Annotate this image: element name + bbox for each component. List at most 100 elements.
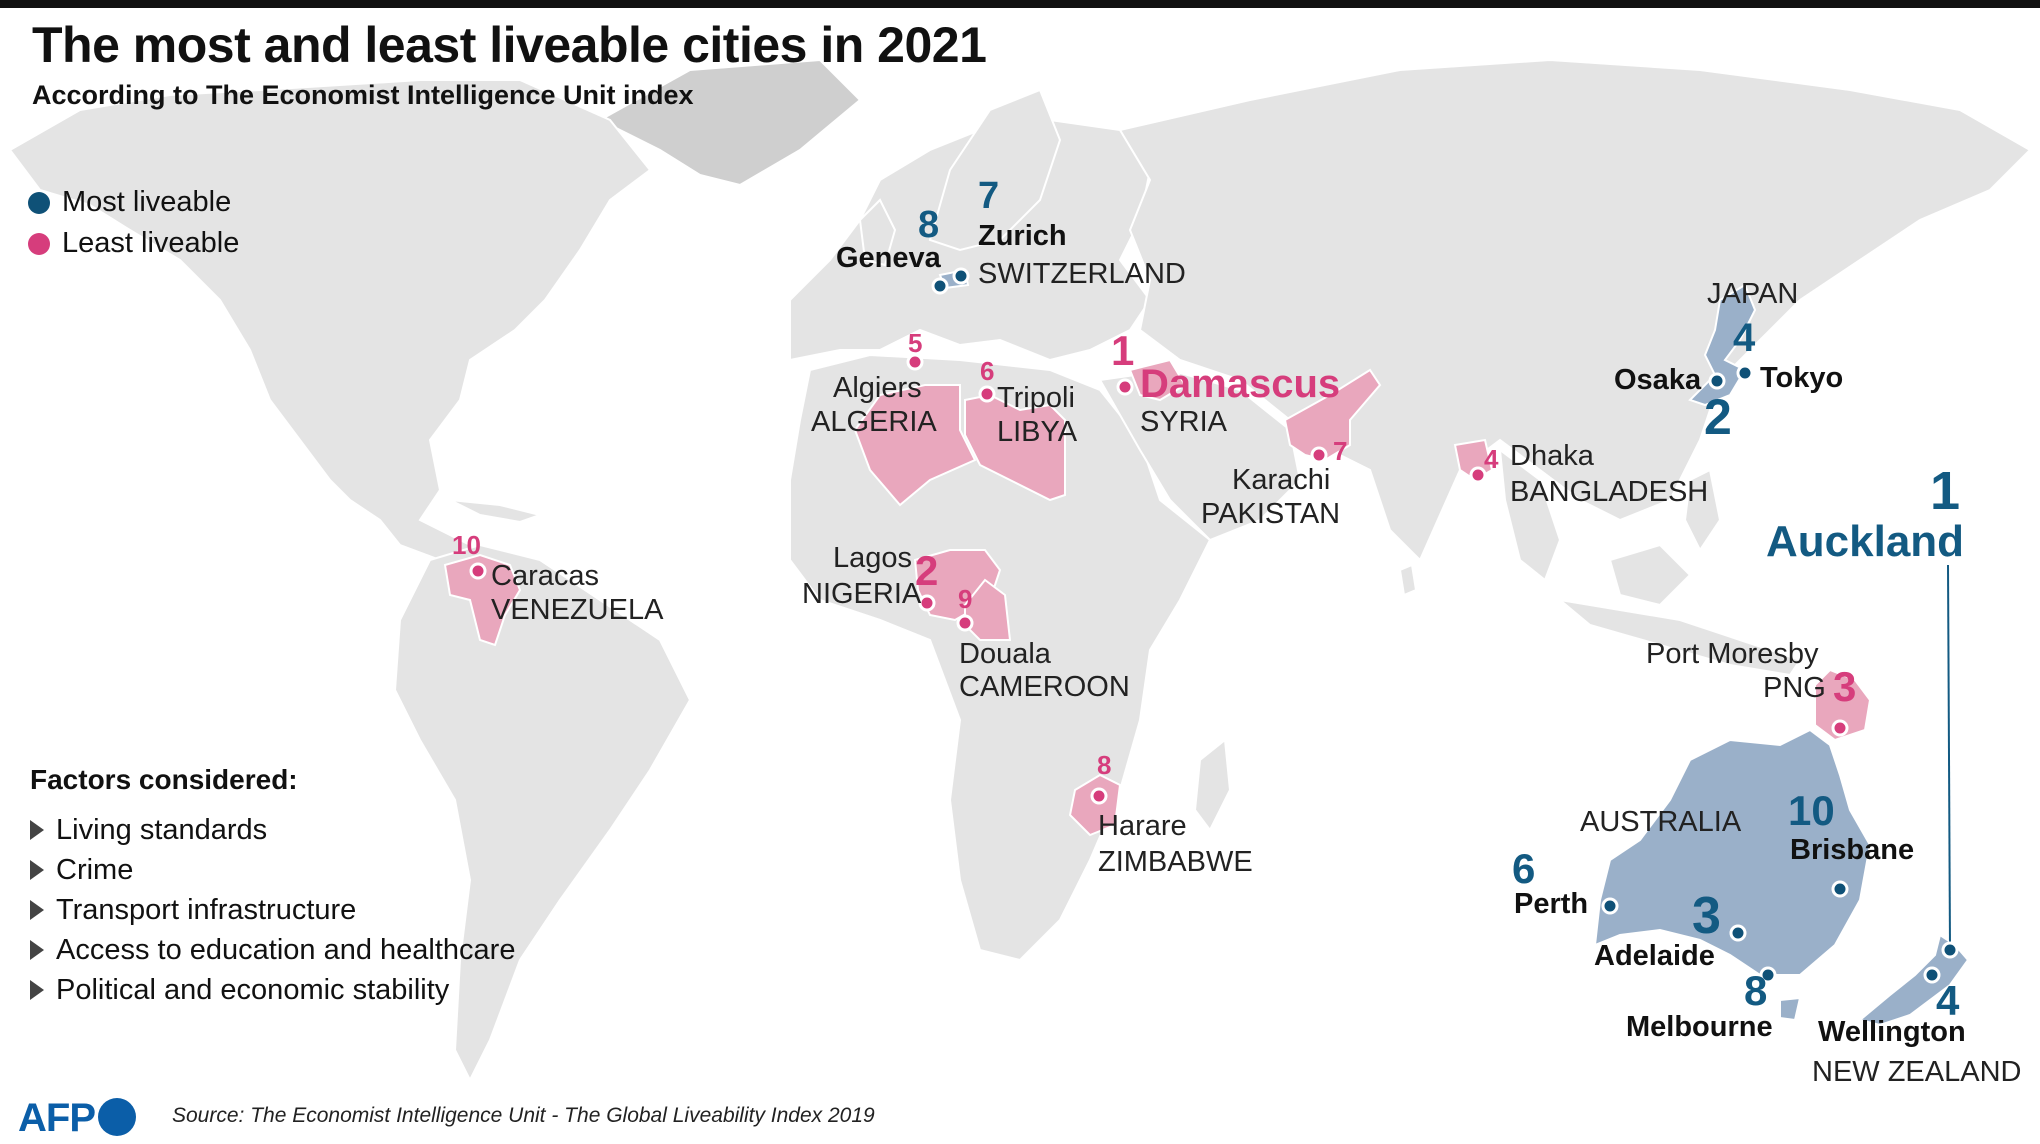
factor-label: Living standards	[56, 813, 268, 846]
rank-tokyo: 4	[1733, 316, 1756, 360]
rank-damascus: 1	[1111, 327, 1135, 374]
dot-algiers	[906, 353, 924, 371]
area-zimbabwe	[1068, 773, 1122, 837]
auckland-leader-line	[1947, 564, 1951, 949]
dot-karachi	[1310, 446, 1328, 464]
city-brisbane: Brisbane	[1790, 834, 1915, 866]
land-caribbean	[449, 499, 544, 524]
dot-caracas	[469, 562, 487, 580]
factor-label: Access to education and healthcare	[56, 933, 516, 966]
land-middle-east	[1098, 368, 1302, 542]
triangle-bullet-icon	[30, 860, 44, 880]
rank-auckland: 1	[1930, 461, 1961, 521]
rank-dhaka: 4	[1484, 444, 1499, 474]
dot-port-moresby	[1831, 719, 1849, 737]
legend-least-swatch	[28, 232, 50, 255]
rank-douala: 9	[958, 584, 973, 614]
country-libya: LIBYA	[997, 416, 1078, 448]
city-geneva: Geneva	[836, 242, 941, 274]
city-port-moresby: Port Moresby	[1646, 638, 1819, 670]
dot-geneva	[931, 277, 949, 295]
dot-melbourne	[1759, 966, 1777, 984]
country-algeria: ALGERIA	[811, 406, 937, 438]
city-tripoli: Tripoli	[997, 382, 1075, 414]
dot-auckland	[1941, 941, 1959, 959]
triangle-bullet-icon	[30, 900, 44, 920]
area-syria	[1128, 358, 1187, 402]
rank-harare: 8	[1097, 750, 1112, 780]
dot-tokyo	[1736, 364, 1754, 382]
rank-wellington: 4	[1936, 977, 1960, 1024]
city-wellington: Wellington	[1818, 1016, 1966, 1048]
city-tokyo: Tokyo	[1760, 362, 1844, 394]
city-harare: Harare	[1098, 810, 1187, 842]
rank-osaka: 2	[1704, 389, 1732, 445]
country-australia: AUSTRALIA	[1580, 806, 1742, 838]
factor-label: Transport infrastructure	[56, 893, 357, 926]
country-zimbabwe: ZIMBABWE	[1098, 846, 1253, 878]
rank-geneva: 8	[918, 204, 940, 246]
factor-item: Transport infrastructure	[30, 890, 515, 930]
country-pakistan: PAKISTAN	[1201, 498, 1341, 530]
land-madagascar	[1193, 738, 1232, 832]
rank-brisbane: 10	[1788, 787, 1835, 834]
land-borneo	[1608, 543, 1692, 607]
city-perth: Perth	[1514, 888, 1589, 920]
dot-damascus	[1116, 378, 1134, 396]
rank-zurich: 7	[978, 175, 1000, 217]
country-bangladesh: BANGLADESH	[1510, 476, 1709, 508]
rank-karachi: 7	[1333, 436, 1348, 466]
area-png	[1814, 668, 1872, 742]
rank-algiers: 5	[908, 328, 923, 358]
country-switzerland: SWITZERLAND	[978, 258, 1186, 290]
country-cameroon: CAMEROON	[959, 671, 1130, 703]
city-adelaide: Adelaide	[1594, 940, 1715, 972]
land-scandinavia	[928, 88, 1062, 252]
land-greenland	[597, 58, 862, 187]
factor-item: Political and economic stability	[30, 970, 515, 1010]
land-north-america	[8, 79, 652, 582]
land-philippines	[1683, 468, 1722, 552]
city-algiers: Algiers	[833, 372, 922, 404]
area-algeria	[853, 384, 977, 507]
country-venezuela: VENEZUELA	[491, 594, 664, 626]
city-caracas: Caracas	[491, 560, 599, 592]
legend-item-least: Least liveable	[28, 223, 239, 264]
rank-melbourne: 8	[1744, 967, 1768, 1014]
land-indonesia	[1556, 598, 1802, 677]
city-dhaka: Dhaka	[1510, 440, 1594, 472]
legend-most-swatch	[28, 191, 50, 214]
dot-wellington	[1923, 966, 1941, 984]
rank-adelaide: 3	[1692, 887, 1721, 945]
rank-caracas: 10	[452, 530, 481, 560]
country-syria: SYRIA	[1140, 406, 1228, 438]
top-rule	[0, 0, 2040, 8]
triangle-bullet-icon	[30, 820, 44, 840]
city-zurich: Zurich	[978, 220, 1067, 252]
dot-osaka	[1708, 372, 1726, 390]
dot-brisbane	[1831, 880, 1849, 898]
dot-lagos	[918, 594, 936, 612]
factor-label: Political and economic stability	[56, 973, 450, 1006]
land-south-america	[393, 543, 692, 1083]
rank-lagos: 2	[915, 547, 939, 594]
city-douala: Douala	[959, 638, 1051, 670]
factor-item: Access to education and healthcare	[30, 930, 515, 970]
factors-title: Factors considered:	[30, 764, 298, 795]
page-subtitle: According to The Economist Intelligence …	[32, 80, 694, 110]
country-japan: JAPAN	[1707, 278, 1799, 310]
afp-logo-dot	[98, 1098, 136, 1136]
legend-most-label: Most liveable	[62, 186, 232, 218]
dot-perth	[1601, 897, 1619, 915]
legend-item-most: Most liveable	[28, 182, 239, 223]
land-uk	[858, 198, 897, 267]
factor-label: Crime	[56, 853, 134, 886]
city-karachi: Karachi	[1232, 464, 1331, 496]
country-nigeria: NIGERIA	[802, 578, 922, 610]
land-sri-lanka	[1398, 563, 1418, 597]
country-png: PNG	[1763, 672, 1826, 704]
factor-item: Crime	[30, 850, 515, 890]
city-auckland: Auckland	[1766, 517, 1965, 566]
dot-harare	[1090, 787, 1108, 805]
